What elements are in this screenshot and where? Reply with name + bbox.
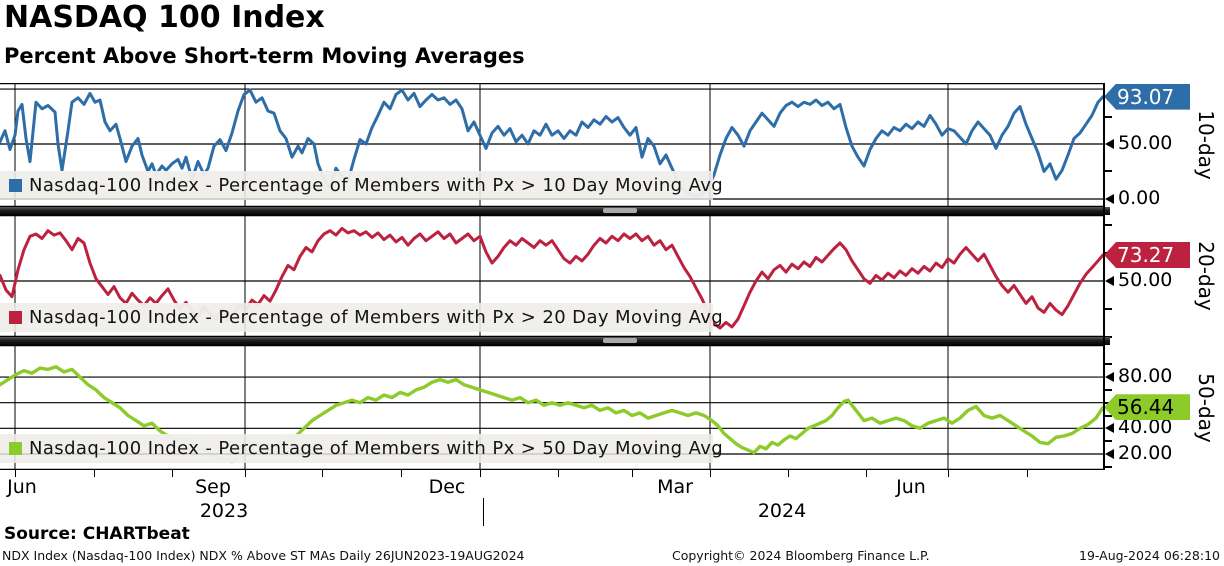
year-divider [483,498,484,526]
axis-tick-arrow [1105,139,1114,149]
footer-timestamp: 19-Aug-2024 06:28:10 [1079,548,1220,563]
month-tick [558,470,559,477]
page-subtitle: Percent Above Short-term Moving Averages [4,44,525,68]
axis-minor-tick [1105,388,1112,391]
month-tick [1027,470,1028,477]
panel-axis-name-20-day: 20-day [1194,241,1218,311]
axis-tick-label: 50.00 [1118,132,1173,154]
axis-tick-label: 80.00 [1118,365,1173,388]
last-value-tag-20-day: 73.27 [1104,241,1190,268]
axis-minor-tick [1105,170,1112,173]
month-tick [632,470,633,477]
legend-swatch-20-day [9,311,22,324]
footer-description: NDX Index (Nasdaq-100 Index) NDX % Above… [2,548,525,563]
month-tick [245,470,246,477]
axis-tick-label: 50.00 [1118,269,1173,292]
month-label-Sep: Sep [195,476,231,498]
month-tick [948,470,949,477]
month-tick [401,470,402,477]
panel-divider-handle-2[interactable] [603,338,637,343]
legend-20-day: Nasdaq-100 Index - Percentage of Members… [0,303,723,332]
month-label-Jun: Jun [896,476,926,498]
month-tick [322,470,323,477]
last-value-tag-10-day: 93.07 [1104,83,1190,110]
panel-divider-1 [0,207,1110,215]
legend-50-day: Nasdaq-100 Index - Percentage of Members… [0,434,723,463]
month-tick [94,470,95,477]
axis-tick-label: 0.00 [1118,186,1161,209]
axis-minor-tick [1105,115,1112,118]
chart-panel-10-day: Nasdaq-100 Index - Percentage of Members… [0,83,1103,207]
month-tick [710,470,711,477]
series-line-10-day [0,88,1103,199]
axis-tick-arrow [1105,423,1114,434]
page-title: NASDAQ 100 Index [4,0,325,35]
year-label-2023: 2023 [199,500,249,522]
panel-divider-handle-1[interactable] [603,208,637,213]
axis-minor-tick [1105,440,1112,443]
month-tick [172,470,173,477]
month-label-Dec: Dec [428,476,466,498]
axis-tick-arrow [1105,193,1114,204]
legend-label-10-day: Nasdaq-100 Index - Percentage of Members… [29,175,724,196]
month-tick [788,470,789,477]
legend-label-20-day: Nasdaq-100 Index - Percentage of Members… [29,307,724,328]
month-tick [15,470,16,477]
year-label-2024: 2024 [757,500,807,522]
axis-minor-tick [1105,308,1112,311]
axis-tick-label: 40.00 [1118,416,1173,439]
chart-panel-50-day: Nasdaq-100 Index - Percentage of Members… [0,345,1103,470]
legend-10-day: Nasdaq-100 Index - Percentage of Members… [0,171,723,200]
month-tick [866,470,867,477]
legend-label-50-day: Nasdaq-100 Index - Percentage of Members… [29,438,724,459]
panel-axis-name-10-day: 10-day [1194,110,1218,180]
axis-minor-tick [1105,224,1112,227]
panel-axis-name-50-day: 50-day [1194,372,1218,443]
month-label-Jun: Jun [7,476,37,498]
legend-swatch-10-day [9,179,22,192]
axis-minor-tick [1105,465,1112,468]
axis-tick-arrow [1105,372,1114,383]
month-label-Mar: Mar [657,476,693,498]
chart-panel-20-day: Nasdaq-100 Index - Percentage of Members… [0,215,1103,337]
month-tick [480,470,481,477]
footer-copyright: Copyright© 2024 Bloomberg Finance L.P. [672,548,930,563]
right-axis-line [1103,83,1105,470]
axis-tick-arrow [1105,276,1114,287]
legend-swatch-50-day [9,442,22,455]
source-label: Source: CHARTbeat [4,524,190,544]
axis-tick-arrow [1105,448,1114,459]
last-value-tag-50-day: 56.44 [1104,394,1190,421]
axis-tick-label: 20.00 [1118,441,1173,464]
axis-minor-tick [1105,363,1112,366]
axis-minor-tick [1105,414,1112,417]
panel-divider-2 [0,337,1110,345]
